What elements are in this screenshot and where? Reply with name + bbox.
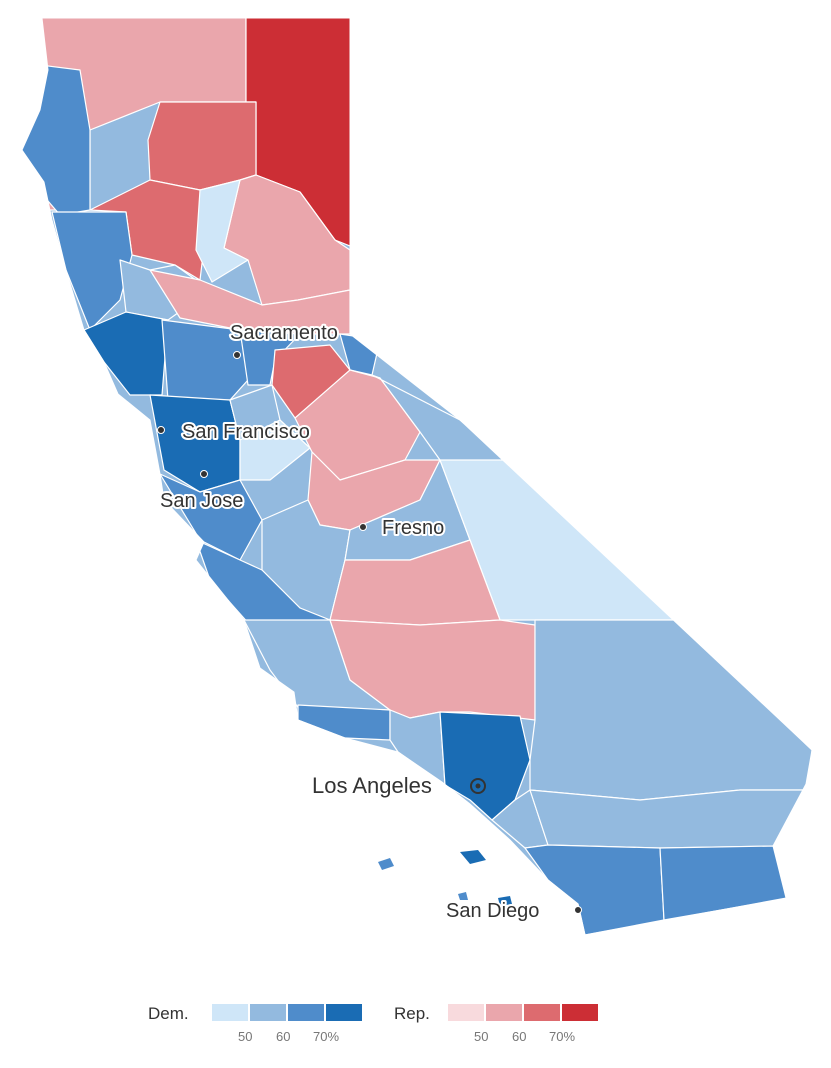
city-label-sacramento: Sacramento (230, 322, 338, 344)
legend-dem-tick: 50 (238, 1029, 253, 1044)
county-region (195, 179, 249, 283)
county-region (161, 319, 249, 401)
legend-rep-swatch (486, 1004, 522, 1021)
city-label-san-francisco: San Francisco (182, 421, 310, 443)
map-legend: Dem. 50 60 70% Rep. 50 60 70% (148, 1000, 668, 1050)
legend-rep-tick: 50 (474, 1029, 489, 1044)
san-diego-dot (574, 906, 582, 914)
county-region (239, 419, 311, 481)
county-region (297, 704, 391, 741)
city-label-fresno: Fresno (382, 517, 444, 539)
legend-rep-label: Rep. (394, 1004, 430, 1023)
los-angeles-ring (470, 778, 486, 794)
california-county-map: Sacramento San Francisco San Jose Fresno… (21, 17, 813, 936)
county-region (524, 844, 665, 935)
island (378, 858, 394, 870)
san-francisco-dot (157, 426, 165, 434)
island (460, 850, 486, 864)
legend-dem-swatch (250, 1004, 286, 1021)
city-label-san-jose: San Jose (160, 490, 243, 512)
legend-dem-label: Dem. (148, 1004, 189, 1023)
legend-dem-swatch (212, 1004, 248, 1021)
legend-rep-swatch (448, 1004, 484, 1021)
legend-dem-swatch (288, 1004, 324, 1021)
san-jose-dot (200, 470, 208, 478)
legend-rep-swatch (562, 1004, 598, 1021)
island (458, 892, 468, 900)
sacramento-dot (233, 351, 241, 359)
county-region (83, 311, 169, 396)
fresno-dot (359, 523, 367, 531)
legend-dem-tick: 70% (313, 1029, 340, 1044)
legend-dem-tick: 60 (276, 1029, 291, 1044)
city-label-san-diego: San Diego (446, 900, 539, 922)
county-region (147, 101, 257, 191)
los-angeles-dot (475, 783, 481, 789)
county-region (329, 619, 536, 721)
legend-rep-tick: 70% (549, 1029, 576, 1044)
county-region (529, 789, 811, 849)
city-label-los-angeles: Los Angeles (312, 773, 432, 798)
legend-dem-swatch (326, 1004, 362, 1021)
legend-rep-tick: 60 (512, 1029, 527, 1044)
state-border (21, 17, 813, 936)
legend-rep-swatch (524, 1004, 560, 1021)
island (498, 896, 512, 906)
